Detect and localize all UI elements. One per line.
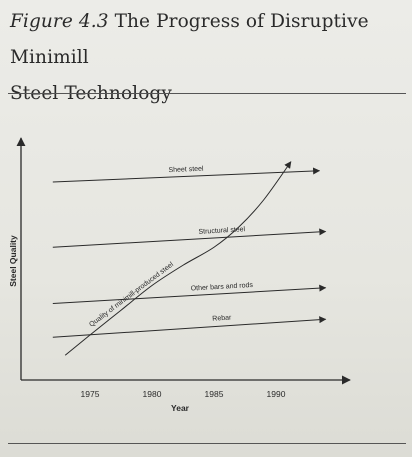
series-line xyxy=(64,161,292,356)
series-lines xyxy=(52,161,327,356)
x-tick-label: 1980 xyxy=(143,389,162,399)
x-tick-label: 1990 xyxy=(267,389,286,399)
figure-number: Figure 4.3 xyxy=(10,11,109,32)
series-line xyxy=(52,167,321,183)
bottom-rule xyxy=(8,443,406,444)
series-label: Other bars and rods xyxy=(191,282,254,293)
series-line xyxy=(52,228,327,248)
figure-title: Figure 4.3 The Progress of Disruptive Mi… xyxy=(10,4,410,112)
x-tick-label: 1985 xyxy=(205,389,224,399)
series-label: Quality of minimill-produced steel xyxy=(88,261,175,329)
series-labels: Sheet steel Structural steel Other bars an… xyxy=(88,166,253,329)
figure-title-line-1: Figure 4.3 The Progress of Disruptive Mi… xyxy=(10,4,410,76)
x-tick-labels: 1975 1980 1985 1990 xyxy=(81,389,286,399)
x-tick-label: 1975 xyxy=(81,389,100,399)
series-line xyxy=(52,284,327,304)
y-axis-label: Steel Quality xyxy=(8,235,18,287)
x-axis-label: Year xyxy=(171,403,190,413)
figure-title-text: The Progress of Disruptive Minimill xyxy=(10,11,369,68)
top-rule xyxy=(8,93,406,94)
series-label: Rebar xyxy=(212,314,232,322)
series-line xyxy=(52,316,327,338)
series-label: Sheet steel xyxy=(168,166,204,174)
series-label: Structural steel xyxy=(198,226,245,236)
